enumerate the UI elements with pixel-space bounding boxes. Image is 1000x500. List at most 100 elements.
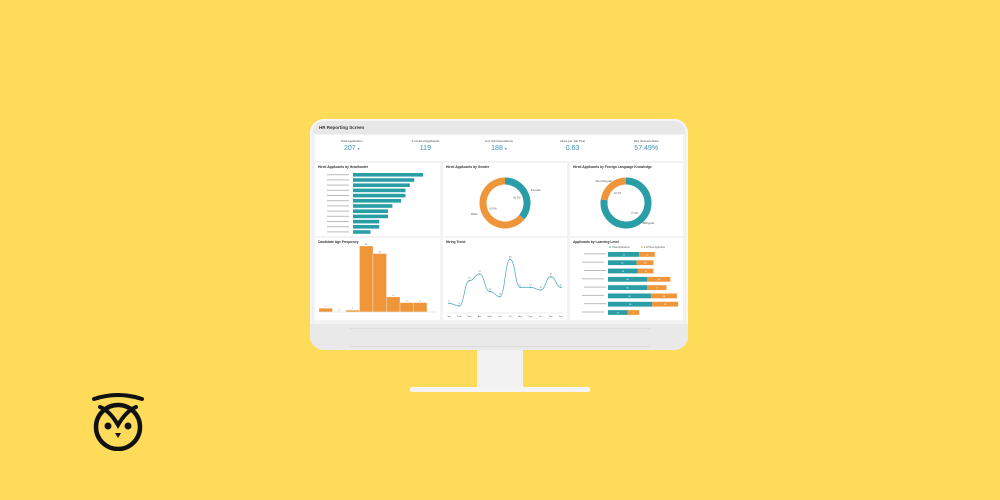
bar-segment <box>608 285 647 290</box>
kpi-card: # of Job Requisitions 188 ▾ <box>462 135 536 161</box>
slice-value: 77.3% <box>631 212 639 215</box>
bar <box>353 188 406 193</box>
panel-title: Hired Applicants by Gender <box>446 165 490 169</box>
slice-label: Bilingual <box>643 221 655 225</box>
bar-label <box>327 189 349 191</box>
histogram-bar <box>386 296 401 313</box>
bar <box>353 183 410 187</box>
segment-value: 15 <box>656 288 659 290</box>
x-tick-label: May <box>488 316 493 318</box>
owl-logo-icon <box>92 393 144 451</box>
monitor-chin <box>310 324 688 350</box>
kpi-value: 207 ▾ <box>315 145 389 152</box>
donut-slice <box>504 177 531 220</box>
trend-point <box>539 289 542 291</box>
panel-title: Hired Applicants by Headhunter <box>318 165 369 169</box>
x-tick-label: Feb <box>457 316 462 318</box>
panel-title: Hired Applicants by Foreign Language Kno… <box>573 165 652 169</box>
kpi-trend-icon: ▾ <box>504 146 507 151</box>
bar-value-label: 2 <box>325 306 327 308</box>
bar <box>353 209 388 213</box>
donut-slice <box>600 177 652 229</box>
kpi-label: Hire Success Rate <box>633 139 659 143</box>
histogram-bar <box>345 309 360 313</box>
trend-line <box>448 258 562 307</box>
segment-value: 34 <box>629 304 632 306</box>
panel-title: Hiring Trend <box>446 240 466 244</box>
x-tick-label: Jun <box>498 316 502 318</box>
segment-value: 9 <box>633 312 635 314</box>
category-label <box>582 261 604 263</box>
panel-gender: Hired Applicants by Gender Female 36.1% Ma… <box>443 163 567 236</box>
legend-label: # of Hired Applicants <box>644 246 666 249</box>
bar-segment <box>637 268 654 274</box>
panel-hiring-trend: Hiring Trend 5 Jan 3 Feb 22 Mar 27 Apr 14 May 10 Ju… <box>443 238 567 320</box>
monitor-stand-neck <box>477 350 523 388</box>
bar-value-label: 31 <box>378 252 381 254</box>
segment-value: 18 <box>657 279 660 281</box>
kpi-value: 119 <box>389 145 463 152</box>
category-label <box>584 270 606 271</box>
x-tick-label: Aug <box>518 315 523 318</box>
bar <box>353 178 415 182</box>
kpi-card: Hires per Job Post 0.63 <box>536 135 610 161</box>
point-value-label: 3 <box>459 303 461 305</box>
gender-donut: Female 36.1% Male 63.9% <box>471 177 541 229</box>
segment-value: 12 <box>644 271 647 273</box>
kpi-row: Total Application 207 ▾ # of Hired Applica… <box>315 135 683 161</box>
kpi-value: 0.63 <box>536 145 610 152</box>
trend-point <box>529 286 532 289</box>
bar <box>353 204 393 208</box>
point-value-label: 38 <box>509 256 512 258</box>
kpi-number: 119 <box>419 145 431 152</box>
bar-label <box>327 174 349 176</box>
slice-value: 36.1% <box>513 197 521 200</box>
bar-segment <box>652 301 679 307</box>
kpi-number: 207 <box>343 145 356 152</box>
kpi-number: 57.49% <box>634 145 659 152</box>
bar-segment <box>647 276 671 282</box>
headhunter-chart <box>327 173 423 234</box>
x-tick-label: Oct <box>539 315 543 318</box>
slice-label: Monolingual <box>596 179 613 183</box>
kpi-value: 57.49% <box>609 145 683 152</box>
panel-headhunter: Hired Applicants by Headhunter <box>315 163 440 236</box>
segment-value: 22 <box>621 263 624 265</box>
bar-label <box>327 179 349 181</box>
language-donut: Bilingual 77.3% Monolingual 22.7% <box>596 177 655 229</box>
point-value-label: 17 <box>519 284 522 286</box>
bar-segment <box>650 293 677 299</box>
kpi-trend-icon: ▾ <box>357 146 360 151</box>
point-value-label: 25 <box>550 274 553 276</box>
histogram-bar <box>413 302 428 313</box>
bar-value-label: 0 <box>339 310 341 312</box>
bar-label <box>327 226 349 228</box>
kpi-card: # of Hired Applicants 119 <box>389 135 463 161</box>
x-tick-label: Mar <box>467 315 471 318</box>
segment-value: 15 <box>617 312 620 314</box>
slice-value: 22.7% <box>614 192 622 195</box>
kpi-card: Total Application 207 ▾ <box>315 135 389 161</box>
bar-label <box>327 215 349 217</box>
point-value-label: 5 <box>448 300 450 302</box>
histogram-bar <box>399 302 414 313</box>
legend-label: Total Applications <box>612 246 631 249</box>
trend-point <box>509 258 511 261</box>
histogram-bar <box>359 245 374 313</box>
panel-language: Hired Applicants by Foreign Language Kno… <box>570 163 683 236</box>
bar-label <box>327 195 349 196</box>
learning-level-chart: Total Applications # of Hired Applicants 2… <box>582 246 679 315</box>
histogram-bar <box>318 308 333 313</box>
bar-segment <box>608 293 651 299</box>
panel-title: Applicants by Learning Level <box>573 240 619 244</box>
segment-value: 13 <box>644 263 647 265</box>
bar-label <box>327 184 349 186</box>
x-tick-label: Nov <box>549 316 554 318</box>
bar-value-label: 8 <box>393 295 395 297</box>
bar-value-label: 5 <box>406 301 408 303</box>
trend-point <box>488 290 491 293</box>
trend-point <box>478 273 481 275</box>
kpi-label: # of Job Requisitions <box>485 139 513 143</box>
dashboard-screen: HR Reporting Screen Total Application 207… <box>313 121 685 324</box>
bar-label <box>327 231 349 233</box>
